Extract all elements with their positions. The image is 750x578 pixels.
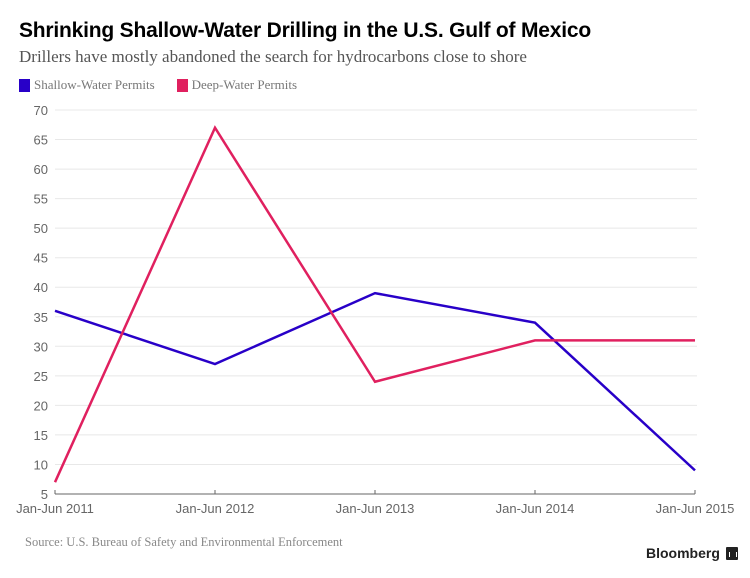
chart-subtitle: Drillers have mostly abandoned the searc… (19, 47, 527, 66)
x-tick-label: Jan-Jun 2013 (336, 501, 415, 516)
legend-label-deep: Deep-Water Permits (191, 77, 298, 92)
x-tick-label: Jan-Jun 2015 (656, 501, 735, 516)
y-tick-label: 5 (41, 487, 48, 502)
y-tick-label: 60 (34, 162, 48, 177)
y-tick-label: 45 (34, 251, 48, 266)
y-tick-label: 40 (34, 280, 48, 295)
brand-name: Bloomberg (646, 545, 720, 561)
series-line-deep-water (53, 125, 695, 483)
y-tick-label: 65 (34, 133, 48, 148)
y-tick-label: 10 (34, 457, 48, 472)
y-tick-label: 35 (34, 310, 48, 325)
y-tick-label: 55 (34, 192, 48, 207)
legend-swatch-deep (176, 78, 188, 92)
bloomberg-icon (725, 546, 738, 560)
y-tick-label: 20 (34, 398, 48, 413)
x-tick-label: Jan-Jun 2014 (496, 501, 575, 516)
x-tick-label: Jan-Jun 2011 (16, 501, 94, 516)
y-tick-label: 70 (34, 103, 48, 118)
brand-logo: Bloomberg (646, 545, 738, 561)
y-tick-label: 50 (34, 221, 48, 236)
y-tick-label: 15 (34, 428, 48, 443)
legend-item-shallow: Shallow-Water Permits (19, 77, 155, 93)
legend-swatch-shallow (19, 78, 30, 92)
y-tick-label: 25 (34, 369, 48, 384)
legend-item-deep: Deep-Water Permits (176, 77, 298, 93)
legend: Shallow-Water Permits Deep-Water Permits (19, 77, 297, 93)
x-tick-label: Jan-Jun 2012 (176, 501, 255, 516)
legend-label-shallow: Shallow-Water Permits (34, 77, 155, 92)
y-tick-label: 30 (34, 339, 48, 354)
chart-title: Shrinking Shallow-Water Drilling in the … (19, 19, 591, 42)
source-note: Source: U.S. Bureau of Safety and Enviro… (25, 535, 343, 549)
